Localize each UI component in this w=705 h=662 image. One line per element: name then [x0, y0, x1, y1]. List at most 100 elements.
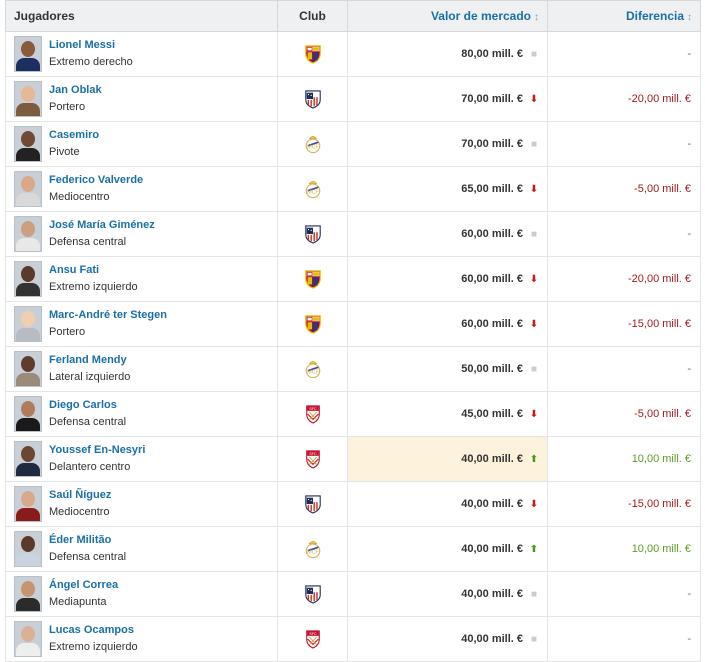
club-cell — [277, 301, 348, 347]
player-photo[interactable] — [14, 531, 42, 567]
club-cell: SFC — [277, 436, 348, 482]
difference-value: -20,00 mill. € — [628, 273, 691, 285]
difference-cell: - — [547, 121, 701, 167]
barcelona-crest-icon[interactable] — [304, 269, 322, 289]
barcelona-crest-icon[interactable] — [304, 44, 322, 64]
player-photo[interactable] — [14, 261, 42, 297]
player-name-link[interactable]: Éder Militão — [49, 534, 112, 546]
difference-cell: - — [547, 616, 701, 662]
atletico-crest-icon[interactable] — [304, 494, 322, 514]
player-name-link[interactable]: Federico Valverde — [49, 174, 144, 186]
table-row: Lionel Messi Extremo derecho 80,00 mill. €… — [5, 31, 701, 77]
difference-value: -5,00 mill. € — [634, 408, 691, 420]
no-change-icon: ■ — [530, 49, 538, 60]
no-change-icon: ■ — [530, 139, 538, 150]
arrow-down-icon: ⬇ — [529, 319, 539, 330]
header-market-value[interactable]: Valor de mercado ↕ — [347, 0, 548, 32]
atletico-crest-icon[interactable] — [304, 224, 322, 244]
difference-value: - — [687, 633, 691, 645]
player-photo[interactable] — [14, 126, 42, 162]
player-photo[interactable] — [14, 306, 42, 342]
player-cell: Saúl Ñíguez Mediocentro — [5, 481, 278, 527]
player-photo[interactable] — [14, 36, 42, 72]
difference-value: - — [687, 363, 691, 375]
player-name-link[interactable]: Lucas Ocampos — [49, 624, 134, 636]
table-row: Jan Oblak Portero 70,00 mill. € ⬇ -20,00 mil… — [5, 76, 701, 122]
player-photo[interactable] — [14, 216, 42, 252]
table-header-row: Jugadores Club Valor de mercado ↕ Diferen… — [5, 0, 701, 32]
sort-icon[interactable]: ↕ — [687, 12, 692, 23]
realmadrid-crest-icon[interactable]: MCF — [304, 539, 322, 559]
sevilla-crest-icon[interactable]: SFC — [304, 449, 322, 469]
player-name-link[interactable]: José María Giménez — [49, 219, 155, 231]
difference-cell: 10,00 mill. € — [547, 436, 701, 482]
player-photo[interactable] — [14, 396, 42, 432]
arrow-up-icon: ⬆ — [529, 544, 539, 555]
difference-cell: - — [547, 211, 701, 257]
difference-cell: -5,00 mill. € — [547, 166, 701, 212]
player-position: Mediapunta — [49, 596, 107, 608]
market-value-cell: 70,00 mill. € ■ — [347, 121, 548, 167]
player-position: Extremo izquierdo — [49, 281, 138, 293]
player-photo[interactable] — [14, 486, 42, 522]
difference-cell: -20,00 mill. € — [547, 256, 701, 302]
player-position: Mediocentro — [49, 506, 110, 518]
atletico-crest-icon[interactable] — [304, 584, 322, 604]
difference-value: -20,00 mill. € — [628, 93, 691, 105]
player-name-link[interactable]: Ángel Correa — [49, 579, 119, 591]
club-cell — [277, 31, 348, 77]
svg-text:MCF: MCF — [307, 145, 319, 151]
table-row: Youssef En-Nesyri Delantero centro SFC 40,0… — [5, 436, 701, 482]
player-photo[interactable] — [14, 576, 42, 612]
player-name-link[interactable]: Ferland Mendy — [49, 354, 127, 366]
club-cell: MCF — [277, 346, 348, 392]
player-position: Defensa central — [49, 416, 127, 428]
difference-cell: - — [547, 31, 701, 77]
player-photo[interactable] — [14, 351, 42, 387]
table-row: Diego Carlos Defensa central SFC 45,00 mill… — [5, 391, 701, 437]
realmadrid-crest-icon[interactable]: MCF — [304, 359, 322, 379]
market-value-cell: 60,00 mill. € ■ — [347, 211, 548, 257]
player-name-link[interactable]: Casemiro — [49, 129, 100, 141]
player-cell: Diego Carlos Defensa central — [5, 391, 278, 437]
player-cell: Jan Oblak Portero — [5, 76, 278, 122]
player-photo[interactable] — [14, 171, 42, 207]
player-photo[interactable] — [14, 81, 42, 117]
player-photo[interactable] — [14, 621, 42, 657]
market-value: 70,00 mill. € — [461, 93, 523, 105]
difference-cell: - — [547, 571, 701, 617]
sevilla-crest-icon[interactable]: SFC — [304, 404, 322, 424]
difference-value: - — [687, 48, 691, 60]
difference-value: -15,00 mill. € — [628, 498, 691, 510]
player-position: Mediocentro — [49, 191, 110, 203]
arrow-down-icon: ⬇ — [529, 409, 539, 420]
player-photo[interactable] — [14, 441, 42, 477]
sevilla-crest-icon[interactable]: SFC — [304, 629, 322, 649]
player-name-link[interactable]: Jan Oblak — [49, 84, 102, 96]
svg-text:MCF: MCF — [307, 550, 319, 556]
club-cell — [277, 211, 348, 257]
market-value-cell: 70,00 mill. € ⬇ — [347, 76, 548, 122]
table-row: Casemiro Pivote MCF 70,00 mill. € ■ - — [5, 121, 701, 167]
header-difference[interactable]: Diferencia ↕ — [547, 0, 701, 32]
market-value-cell: 45,00 mill. € ⬇ — [347, 391, 548, 437]
player-name-link[interactable]: Diego Carlos — [49, 399, 117, 411]
no-change-icon: ■ — [530, 634, 538, 645]
table-row: Ansu Fati Extremo izquierdo 60,00 mill. € ⬇… — [5, 256, 701, 302]
player-name-link[interactable]: Youssef En-Nesyri — [49, 444, 146, 456]
realmadrid-crest-icon[interactable]: MCF — [304, 179, 322, 199]
player-cell: Youssef En-Nesyri Delantero centro — [5, 436, 278, 482]
sort-icon[interactable]: ↕ — [534, 12, 539, 23]
atletico-crest-icon[interactable] — [304, 89, 322, 109]
arrow-down-icon: ⬇ — [529, 94, 539, 105]
player-name-link[interactable]: Lionel Messi — [49, 39, 116, 51]
player-name-link[interactable]: Marc-André ter Stegen — [49, 309, 167, 321]
difference-value: - — [687, 228, 691, 240]
realmadrid-crest-icon[interactable]: MCF — [304, 134, 322, 154]
player-name-link[interactable]: Ansu Fati — [49, 264, 100, 276]
club-cell: SFC — [277, 616, 348, 662]
player-position: Extremo derecho — [49, 56, 133, 68]
player-name-link[interactable]: Saúl Ñíguez — [49, 489, 112, 501]
barcelona-crest-icon[interactable] — [304, 314, 322, 334]
table-row: Ferland Mendy Lateral izquierdo MCF 50,00 m… — [5, 346, 701, 392]
